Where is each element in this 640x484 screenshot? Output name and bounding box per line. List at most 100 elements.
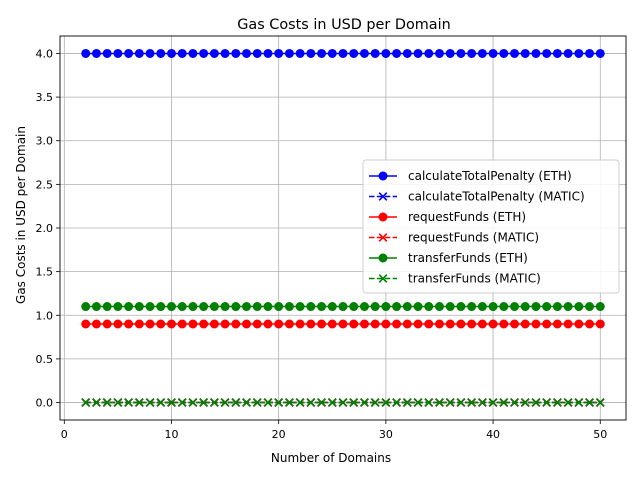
marker-stroke (378, 192, 388, 201)
data-point (563, 48, 573, 58)
data-point (252, 319, 262, 329)
data-point (252, 398, 262, 407)
data-point (402, 48, 412, 58)
legend-marker (378, 212, 388, 222)
marker-stroke (156, 398, 166, 407)
data-point (156, 48, 166, 58)
data-point (327, 398, 337, 407)
marker-stroke (424, 398, 434, 407)
data-point (531, 48, 541, 58)
data-point (424, 48, 434, 58)
data-point (327, 48, 337, 58)
data-point (166, 302, 176, 312)
data-point (124, 48, 134, 58)
data-point (563, 302, 573, 312)
series-calculatetotalpenalty-eth (81, 48, 605, 58)
legend-label: calculateTotalPenalty (MATIC) (408, 190, 585, 204)
legend: calculateTotalPenalty (ETH) calculateTota… (362, 159, 620, 294)
marker-stroke (595, 398, 605, 407)
series-transferfunds-eth (81, 302, 605, 312)
y-axis-label: Gas Costs in USD per Domain (14, 126, 28, 304)
data-point (145, 398, 155, 407)
x-tick-label: 50 (593, 428, 607, 441)
marker-stroke (327, 398, 337, 407)
data-point (317, 398, 326, 407)
legend-marker (378, 253, 388, 263)
data-point (574, 48, 584, 58)
marker-stroke (209, 398, 219, 407)
marker-stroke (531, 398, 541, 407)
data-point (445, 302, 455, 312)
data-point (81, 48, 91, 58)
data-point (531, 302, 541, 312)
y-tick-label: 3.5 (36, 91, 54, 104)
data-point (102, 319, 112, 329)
y-tick-label: 2.5 (36, 178, 54, 191)
data-point (220, 302, 230, 312)
data-point (488, 302, 498, 312)
data-point (220, 398, 230, 407)
x-tick-label: 30 (379, 428, 393, 441)
data-point (231, 319, 241, 329)
data-point (199, 302, 209, 312)
data-point (381, 302, 391, 312)
data-point (381, 48, 391, 58)
data-point (209, 48, 219, 58)
data-point (370, 48, 380, 58)
marker-stroke (242, 398, 251, 407)
legend-box (362, 159, 620, 294)
data-point (424, 319, 434, 329)
y-tick-label: 2.0 (36, 222, 54, 235)
data-point (242, 319, 252, 329)
data-point (156, 398, 166, 407)
data-point (81, 398, 91, 407)
data-point (145, 48, 155, 58)
data-point (542, 48, 552, 58)
data-point (92, 398, 101, 407)
ticks: 0 10 20 30 40 50 0.0 0.5 1.0 1.5 2.0 2.5 3.0 3.5 4.0 (36, 47, 608, 441)
data-point (553, 398, 562, 407)
data-point (477, 302, 487, 312)
y-tick-label: 0.0 (36, 397, 54, 410)
data-point (520, 48, 530, 58)
marker-stroke (392, 398, 401, 407)
data-point (531, 398, 541, 407)
data-point (199, 48, 209, 58)
data-point (381, 398, 391, 407)
marker-stroke (252, 398, 262, 407)
data-point (349, 302, 359, 312)
data-point (520, 302, 530, 312)
legend-entry: transferFunds (MATIC) (369, 272, 541, 286)
data-point (209, 398, 219, 407)
data-point (338, 48, 348, 58)
data-point (359, 48, 369, 58)
data-point (445, 319, 455, 329)
data-point (445, 398, 455, 407)
marker-stroke (510, 398, 519, 407)
data-point (520, 398, 530, 407)
marker-stroke (220, 398, 230, 407)
data-point (392, 398, 401, 407)
data-point (124, 302, 134, 312)
data-point (456, 398, 466, 407)
data-point (413, 302, 423, 312)
data-point (434, 302, 444, 312)
legend-label: transferFunds (ETH) (408, 251, 528, 265)
data-point (392, 319, 402, 329)
data-point (520, 319, 530, 329)
data-point (284, 319, 294, 329)
data-point (359, 319, 369, 329)
marker-stroke (102, 398, 112, 407)
data-point (413, 319, 423, 329)
data-point (392, 48, 402, 58)
data-point (199, 398, 209, 407)
data-point (370, 302, 380, 312)
data-point (188, 48, 198, 58)
marker-stroke (338, 398, 348, 407)
data-point (563, 319, 573, 329)
data-point (156, 319, 166, 329)
data-point (327, 302, 337, 312)
marker-stroke (177, 398, 187, 407)
data-point (188, 319, 198, 329)
